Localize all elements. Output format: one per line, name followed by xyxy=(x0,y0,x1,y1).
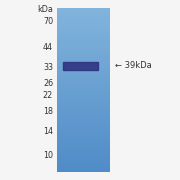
Text: 22: 22 xyxy=(43,91,53,100)
Text: 10: 10 xyxy=(43,150,53,159)
Text: 14: 14 xyxy=(43,127,53,136)
Text: 18: 18 xyxy=(43,107,53,116)
Text: ← 39kDa: ← 39kDa xyxy=(115,62,152,71)
Text: 44: 44 xyxy=(43,44,53,53)
Bar xyxy=(63,62,98,70)
Text: 26: 26 xyxy=(43,80,53,89)
Text: 70: 70 xyxy=(43,17,53,26)
Text: kDa: kDa xyxy=(37,6,53,15)
Text: 33: 33 xyxy=(43,64,53,73)
